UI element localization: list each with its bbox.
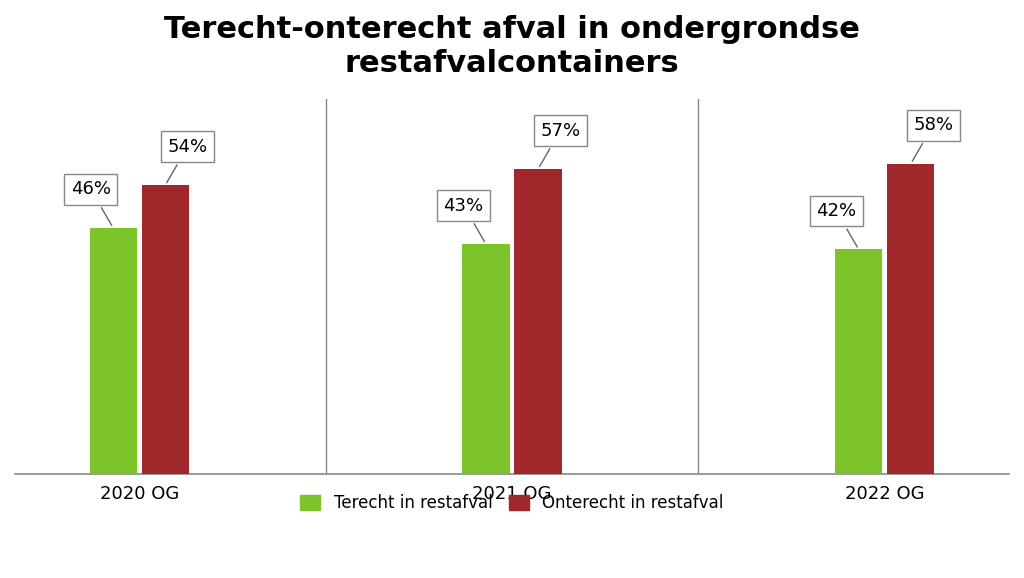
Text: 57%: 57% — [540, 121, 581, 166]
Bar — [835, 249, 883, 475]
Bar — [887, 164, 935, 475]
Bar — [141, 185, 189, 475]
Legend: Terecht in restafval, Onterecht in restafval: Terecht in restafval, Onterecht in resta… — [294, 487, 730, 518]
Text: 46%: 46% — [71, 180, 112, 225]
Text: 58%: 58% — [912, 116, 953, 161]
Text: 54%: 54% — [167, 138, 208, 183]
Text: 43%: 43% — [443, 197, 484, 242]
Text: 42%: 42% — [816, 202, 857, 247]
Bar — [514, 169, 562, 475]
Bar — [89, 228, 137, 475]
Bar — [462, 244, 510, 475]
Title: Terecht-onterecht afval in ondergrondse
restafvalcontainers: Terecht-onterecht afval in ondergrondse … — [164, 15, 860, 77]
